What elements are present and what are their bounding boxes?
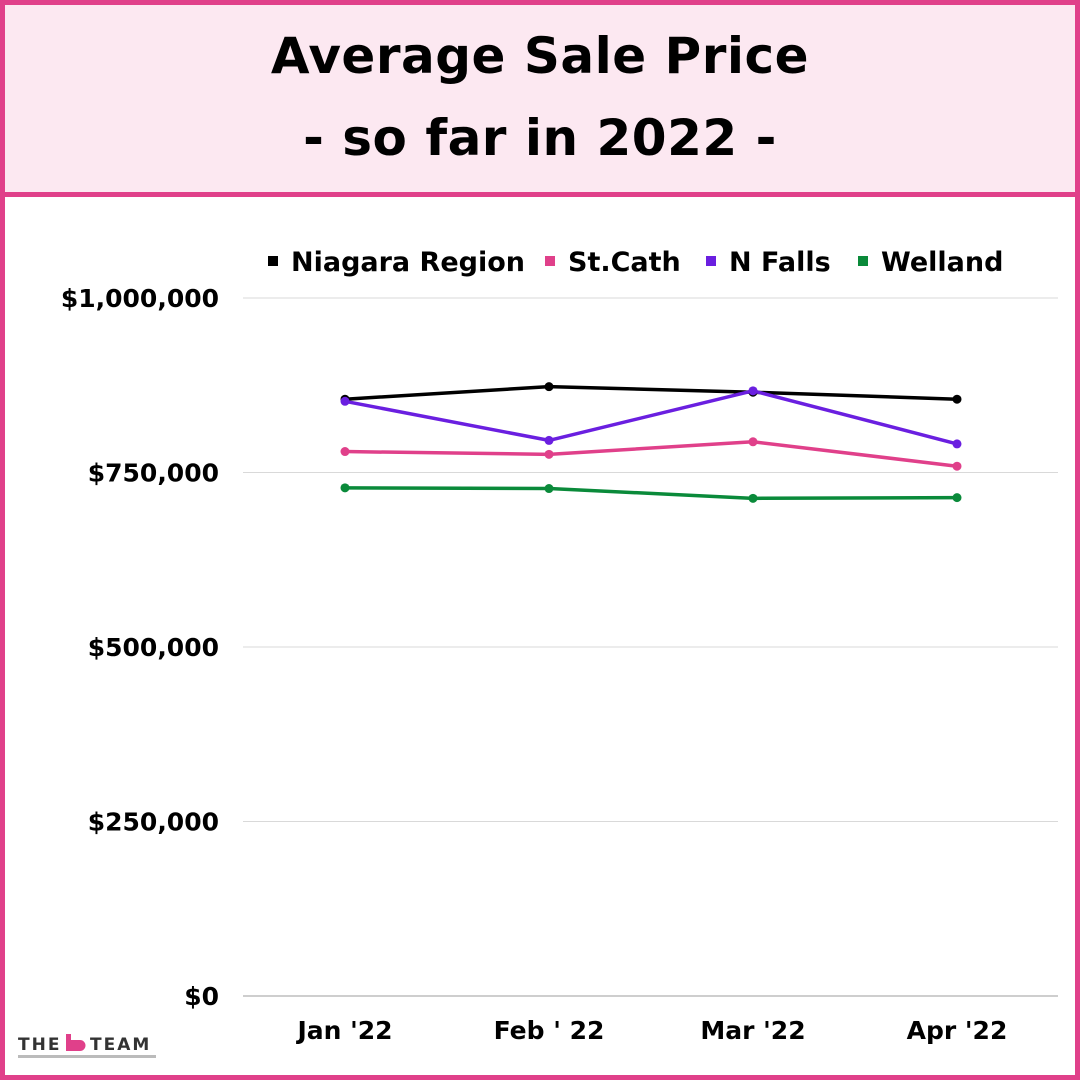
legend-swatch: [706, 256, 716, 266]
y-tick-label: $1,000,000: [61, 284, 219, 313]
legend-swatch: [545, 256, 555, 266]
x-tick-label: Mar '22: [700, 1016, 805, 1045]
series-line: [343, 384, 959, 401]
series-line: [343, 486, 959, 501]
brand-text-right: TEAM: [90, 1035, 151, 1055]
legend-label: Niagara Region: [291, 247, 525, 278]
series-line: [343, 389, 959, 446]
y-tick-label: $250,000: [88, 808, 219, 837]
legend-label: N Falls: [729, 247, 831, 278]
y-tick-label: $500,000: [88, 633, 219, 662]
legend-label: Welland: [881, 247, 1003, 278]
legend-label: St.Cath: [568, 247, 681, 278]
y-tick-label: $750,000: [88, 459, 219, 488]
chart-subtitle: - so far in 2022 -: [303, 109, 777, 167]
data-point: [952, 461, 962, 471]
data-point: [340, 483, 350, 493]
b-logo-icon: [66, 1034, 86, 1051]
legend-swatch: [268, 256, 278, 266]
x-tick-label: Feb ' 22: [494, 1016, 605, 1045]
series-line: [343, 440, 959, 468]
data-point: [748, 437, 758, 447]
data-point: [544, 449, 554, 459]
data-point: [340, 447, 350, 457]
data-point: [544, 382, 554, 392]
data-point: [952, 439, 962, 449]
x-tick-label: Apr '22: [907, 1016, 1008, 1045]
brand-text-left: THE: [18, 1035, 61, 1055]
brand-logo: THE TEAM: [18, 1034, 156, 1058]
data-point: [544, 435, 554, 445]
data-point: [952, 394, 962, 404]
chart-title: Average Sale Price: [270, 27, 810, 85]
title-banner: Average Sale Price - so far in 2022 -: [5, 5, 1075, 197]
data-point: [544, 484, 554, 494]
data-point: [748, 386, 758, 396]
data-point: [340, 396, 350, 406]
legend-swatch: [858, 256, 868, 266]
data-point: [748, 493, 758, 503]
y-tick-label: $0: [184, 982, 219, 1011]
x-tick-label: Jan '22: [295, 1016, 392, 1045]
brand-tagline-bar: [18, 1055, 156, 1058]
data-point: [952, 493, 962, 503]
